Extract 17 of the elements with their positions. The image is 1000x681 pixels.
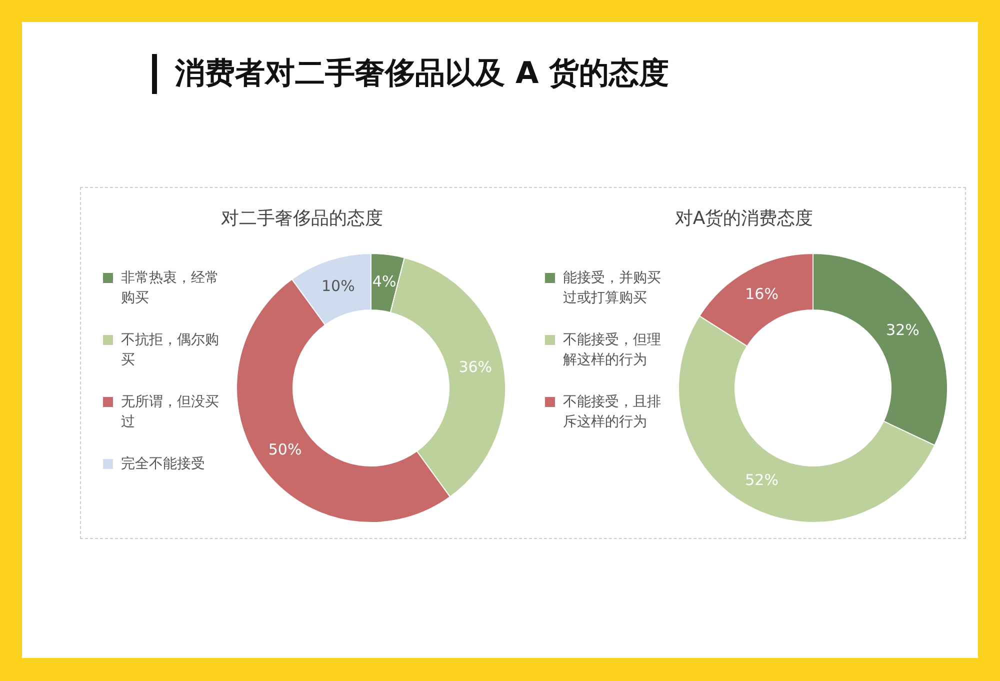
data-label: 32% (886, 320, 920, 339)
data-label: 16% (745, 284, 778, 303)
data-label: 52% (745, 471, 778, 490)
legend-label: 完全不能接受 (121, 455, 205, 474)
data-label: 50% (268, 440, 302, 458)
chart-title: 对二手奢侈品的态度 (220, 207, 384, 230)
legend-label: 非常热衷，经常购买 (121, 269, 220, 308)
data-label: 4% (372, 272, 396, 290)
legend-label: 不抗拒，偶尔购买 (121, 331, 220, 370)
legend-label: 无所谓，但没买过 (121, 393, 220, 432)
legend-label: 能接受，并购买过或打算购买 (563, 269, 662, 308)
data-label: 10% (321, 276, 355, 295)
data-label: 36% (458, 358, 492, 376)
text: 消费者对二手奢侈品以及 A 货的态度 (152, 54, 670, 94)
legend-label: 不能接受，但理解这样的行为 (563, 331, 662, 370)
legend-label: 不能接受，且排斥这样的行为 (563, 393, 662, 432)
chart-title: 对A货的消费态度 (674, 207, 814, 230)
